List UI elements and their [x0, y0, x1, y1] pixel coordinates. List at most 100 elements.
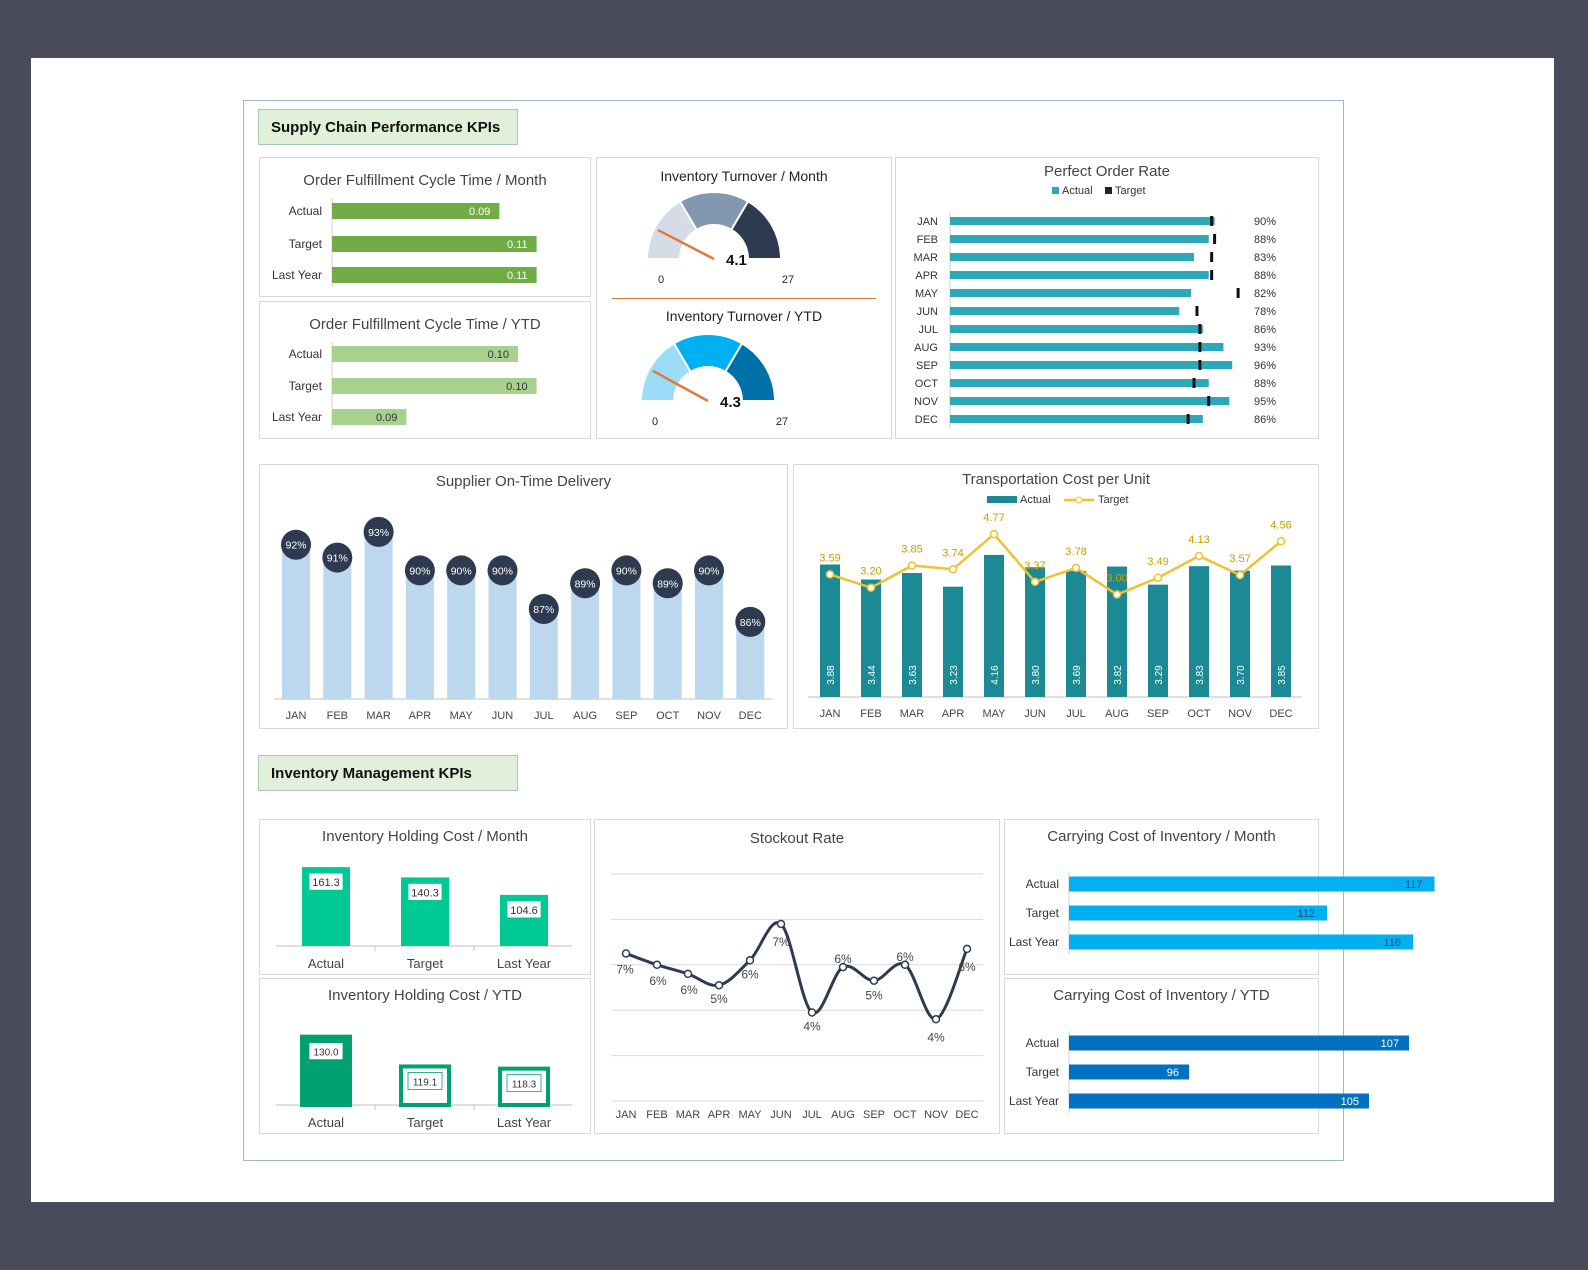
data-point: [838, 962, 848, 972]
inventory-turnover-panel: Inventory Turnover / Month Inventory Tur…: [596, 157, 892, 439]
legend-marker: [1075, 496, 1083, 504]
gauge-min: 0: [652, 416, 658, 428]
data-label: 88%: [1254, 270, 1276, 282]
target-label: 4.77: [983, 512, 1004, 524]
target-point: [1112, 590, 1122, 599]
data-label: 89%: [575, 578, 596, 590]
data-label: 0.09: [469, 206, 490, 218]
bar: [1025, 567, 1045, 697]
bar: [902, 573, 922, 697]
legend-swatch: [987, 496, 1017, 503]
target-label: 3.57: [1229, 553, 1250, 565]
category-label: DEC: [915, 414, 938, 426]
category-label: DEC: [1269, 708, 1292, 720]
category-label: Last Year: [497, 1115, 552, 1130]
legend-label: Target: [1115, 185, 1146, 197]
bar: [488, 570, 517, 699]
ofct-ytd-panel: Order Fulfillment Cycle Time / YTD Actua…: [259, 301, 591, 439]
target-point: [1276, 537, 1286, 546]
bar-label: 3.23: [949, 665, 960, 685]
data-label: 6%: [680, 983, 698, 997]
data-label-box: [506, 1074, 542, 1093]
bar: [323, 557, 352, 699]
category-label: MAR: [914, 252, 939, 264]
bar: [1189, 566, 1209, 697]
data-point: [714, 980, 724, 990]
supplier-otd-panel: Supplier On-Time Delivery 92% JAN 91% FEB 93…: [259, 464, 788, 729]
gauge-min: 0: [658, 274, 664, 286]
category-label: JUN: [917, 306, 938, 318]
data-bubble: [322, 542, 353, 573]
data-label: 0.10: [506, 381, 527, 393]
chart-title: Order Fulfillment Cycle Time / Month: [303, 172, 547, 189]
chart-title: Inventory Holding Cost / Month: [322, 828, 528, 845]
target-point: [1030, 577, 1040, 587]
target-marker: [1198, 360, 1202, 370]
category-label: SEP: [916, 360, 938, 372]
gauges-chart: 4.1 0 27 4.3 0 27: [639, 191, 794, 428]
bar: [332, 203, 500, 219]
target-point: [1153, 573, 1163, 583]
gauge-band: [729, 199, 783, 260]
category-label: Actual: [1026, 877, 1059, 891]
bar: [1148, 584, 1168, 697]
target-point: [1071, 563, 1081, 573]
category-label: APR: [409, 710, 432, 722]
category-label: NOV: [1228, 708, 1253, 720]
data-label-box: [506, 900, 542, 919]
data-label: 78%: [1254, 306, 1276, 318]
category-label: FEB: [646, 1109, 667, 1121]
data-point: [962, 944, 972, 954]
data-label: 4%: [803, 1019, 821, 1033]
data-label: 90%: [409, 565, 430, 577]
carrying-ytd-chart: Actual 107 Target 96 Last Year 105: [1009, 1031, 1409, 1113]
data-label: 6%: [958, 960, 976, 974]
category-label: Actual: [289, 347, 322, 361]
category-label: OCT: [1187, 708, 1211, 720]
target-label: 3.20: [860, 566, 881, 578]
target-marker: [1213, 234, 1217, 244]
bar: [332, 378, 537, 394]
category-label: AUG: [1105, 708, 1129, 720]
data-label: 82%: [1254, 288, 1276, 300]
data-bubble: [570, 568, 601, 599]
target-point: [825, 570, 835, 579]
bar: [820, 564, 840, 697]
data-label: 88%: [1254, 234, 1276, 246]
data-label: 0.11: [507, 239, 528, 251]
data-bubble: [446, 555, 477, 586]
bar-label: 3.69: [1072, 665, 1083, 685]
data-label: 87%: [533, 604, 554, 616]
bar: [653, 583, 682, 699]
transport-cost-panel: Transportation Cost per Unit Actual Targe…: [793, 464, 1319, 729]
target-marker: [1198, 324, 1202, 334]
bar-label: 4.16: [990, 665, 1001, 685]
category-label: JUN: [770, 1109, 791, 1121]
category-label: FEB: [917, 234, 938, 246]
target-marker: [1210, 252, 1214, 262]
data-label-box: [308, 872, 344, 891]
data-label: 90%: [1254, 216, 1276, 228]
data-bubble: [528, 594, 559, 624]
category-label: JAN: [820, 708, 841, 720]
data-point: [807, 1008, 817, 1017]
stockout-chart: 7% JAN 6% FEB 6% MAR 5% APR 6% MAY 7% JUN 4% JUL 6% AUG…: [611, 873, 983, 1121]
category-label: Actual: [1026, 1036, 1059, 1050]
category-label: OCT: [656, 710, 680, 722]
gauge-needle: [657, 228, 715, 261]
bar-label: 3.88: [826, 665, 837, 685]
category-label: APR: [942, 708, 965, 720]
target-label: 3.74: [942, 547, 963, 559]
bar: [571, 583, 600, 699]
data-label: 0.09: [376, 412, 397, 424]
data-bubble: [652, 568, 683, 599]
target-point: [948, 565, 958, 574]
target-point: [907, 561, 917, 570]
target-marker: [1210, 270, 1214, 280]
gauge-max: 27: [776, 416, 788, 428]
category-label: Actual: [289, 204, 322, 218]
data-label: 93%: [368, 527, 389, 539]
bar: [950, 343, 1224, 351]
category-label: JUN: [492, 710, 513, 722]
bar-label: 3.83: [1195, 665, 1206, 685]
